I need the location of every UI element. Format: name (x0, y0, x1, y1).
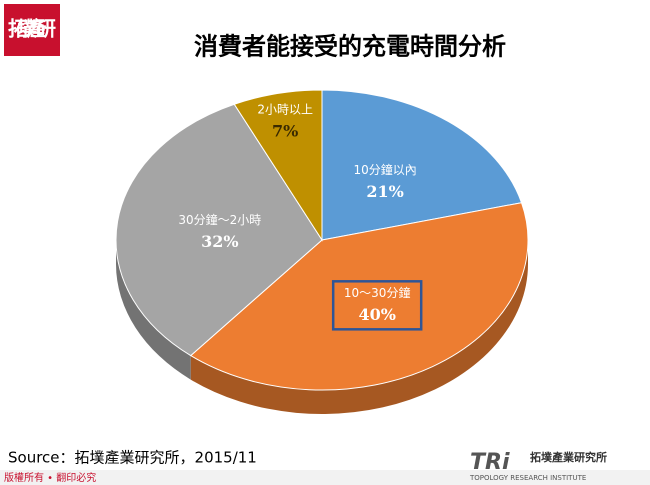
slice-label: 30分鐘～2小時 (178, 212, 261, 227)
slice-side (190, 240, 528, 415)
chart-title: 消費者能接受的充電時間分析 (194, 32, 506, 61)
value-label: 32% (201, 232, 238, 251)
brand-name: 拓墣產業研究所 (530, 450, 607, 464)
slice-label: 10～30分鐘 (344, 285, 411, 300)
slice-label: 2小時以上 (257, 102, 313, 116)
source: Source：拓墣產業研究所，2015/11 (8, 449, 257, 467)
value-label: 7% (272, 121, 298, 140)
logo: 拓墣產研 (8, 17, 56, 41)
slice (115, 103, 323, 357)
slice (189, 202, 529, 391)
slice (233, 89, 323, 242)
footer-bar (0, 470, 650, 485)
value-label: 21% (366, 182, 403, 201)
slice-side (115, 240, 191, 380)
value-label: 40% (358, 305, 395, 324)
footer: 版權所有 • 翻印必究 (4, 471, 96, 484)
brand-english: TOPOLOGY RESEARCH INSTITUTE (469, 474, 586, 482)
logo-box (4, 4, 60, 56)
label-highlight (331, 280, 423, 331)
brand-mark: TRi (470, 450, 510, 475)
slice-label: 10分鐘以內 (353, 162, 416, 177)
slice (321, 89, 523, 241)
pie: 10分鐘以內 21% 10～30分鐘 40% 30分鐘～2小時 32% 2小時以上 7% (115, 89, 529, 415)
